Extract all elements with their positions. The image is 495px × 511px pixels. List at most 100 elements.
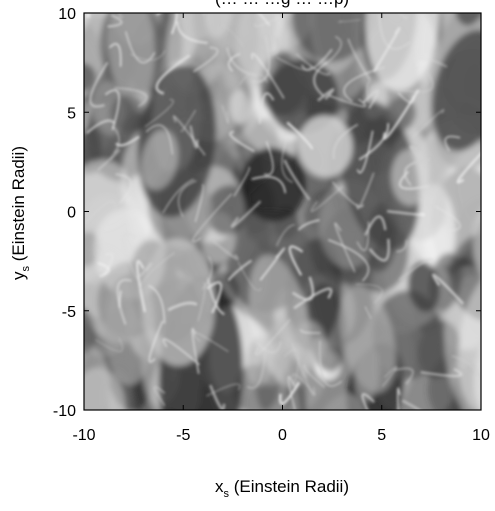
caustic-line	[291, 276, 315, 301]
x-axis-label-main: x	[215, 477, 224, 496]
caustic-line	[176, 21, 208, 44]
caustic-line	[295, 53, 331, 76]
magnification-patch	[140, 129, 179, 191]
caustic-line	[382, 89, 420, 140]
caustic-lines	[84, 13, 481, 410]
magnification-map	[84, 13, 495, 410]
caustic-line	[227, 259, 253, 282]
caustic-line	[291, 343, 316, 396]
caustic-line	[288, 245, 304, 276]
caustic-line	[237, 261, 262, 291]
caustic-line	[325, 35, 343, 65]
caustic-line	[162, 178, 194, 214]
caustic-line	[104, 89, 120, 131]
magnification-patch	[454, 13, 481, 26]
caustic-line	[221, 105, 230, 124]
caustic-line	[130, 50, 166, 61]
caustic-line	[212, 240, 239, 261]
caustic-line	[317, 88, 335, 102]
y-axis-label-sub: s	[20, 266, 32, 272]
caustic-line	[97, 125, 120, 171]
caustic-line	[246, 346, 267, 390]
caustic-line	[172, 115, 206, 156]
caustic-line	[114, 87, 148, 108]
caustic-line	[356, 283, 383, 304]
caustic-line	[373, 27, 401, 73]
y-axis-label-main: y	[9, 271, 28, 280]
magnification-patch	[444, 274, 481, 410]
caustic-line	[167, 301, 198, 312]
magnification-patch	[484, 140, 495, 179]
caustic-line	[233, 166, 251, 197]
caustic-line	[283, 159, 311, 201]
x-axis-ticks: -10 -5 0 5 10	[72, 13, 490, 444]
chart-title: (… … …g … …p)	[215, 0, 349, 8]
x-tick-label: 0	[278, 427, 287, 444]
caustic-line	[122, 233, 138, 281]
heatmap-blobs	[84, 13, 495, 410]
caustic-line	[162, 338, 201, 366]
caustic-line	[387, 210, 426, 217]
caustic-line	[156, 13, 178, 35]
caustic-line	[115, 173, 132, 205]
caustic-line	[254, 318, 291, 356]
caustic-line	[361, 393, 375, 410]
caustic-line	[148, 285, 166, 324]
caustic-line	[254, 16, 280, 28]
magnification-patch	[84, 13, 111, 100]
caustic-line	[116, 278, 132, 325]
caustic-line	[362, 89, 379, 109]
caustic-line	[303, 364, 325, 388]
caustic-line	[283, 349, 300, 385]
caustic-line	[95, 337, 124, 352]
x-axis-label-rest: (Einstein Radii)	[229, 477, 349, 496]
caustic-line	[192, 193, 233, 243]
caustic-line	[118, 13, 124, 18]
x-tick-label: -5	[176, 427, 190, 444]
caustic-line	[366, 80, 371, 104]
y-axis-ticks: -10 -5 0 5 10	[53, 6, 481, 420]
caustic-line	[397, 387, 401, 410]
caustic-line	[189, 125, 199, 149]
magnification-patch	[457, 266, 481, 410]
caustic-line	[292, 373, 316, 396]
magnification-patch	[407, 261, 440, 313]
caustic-line	[251, 52, 285, 99]
caustic-line	[293, 287, 333, 310]
caustic-line	[451, 355, 481, 382]
caustic-line	[432, 273, 465, 305]
caustic-line	[338, 19, 361, 23]
magnification-patch	[339, 285, 396, 393]
caustic-line	[139, 262, 153, 277]
caustic-line	[279, 381, 300, 405]
magnification-patch	[229, 89, 251, 125]
magnification-patch	[355, 345, 380, 402]
caustic-line	[85, 119, 116, 134]
caustic-line	[178, 180, 197, 217]
caustic-line	[327, 239, 370, 282]
caustic-line	[368, 238, 391, 262]
caustic-line	[194, 184, 204, 223]
caustic-line	[396, 72, 434, 93]
caustic-line	[412, 109, 445, 138]
caustic-line	[444, 135, 461, 152]
caustic-line	[401, 399, 422, 410]
caustic-line	[301, 48, 333, 71]
caustic-line	[398, 170, 430, 190]
magnification-patch	[84, 63, 96, 92]
x-tick-label: 10	[472, 427, 490, 444]
caustic-line	[334, 222, 356, 273]
caustic-line	[259, 247, 286, 281]
caustic-line	[332, 123, 359, 160]
caustic-line	[148, 320, 164, 363]
caustic-line	[275, 224, 295, 247]
caustic-line	[418, 57, 448, 68]
caustic-line	[226, 47, 258, 77]
caustic-line	[155, 54, 191, 95]
caustic-line	[89, 61, 109, 108]
caustic-line	[251, 176, 287, 194]
caustic-line	[84, 200, 117, 226]
caustic-line	[125, 31, 156, 64]
caustic-line	[145, 124, 173, 155]
